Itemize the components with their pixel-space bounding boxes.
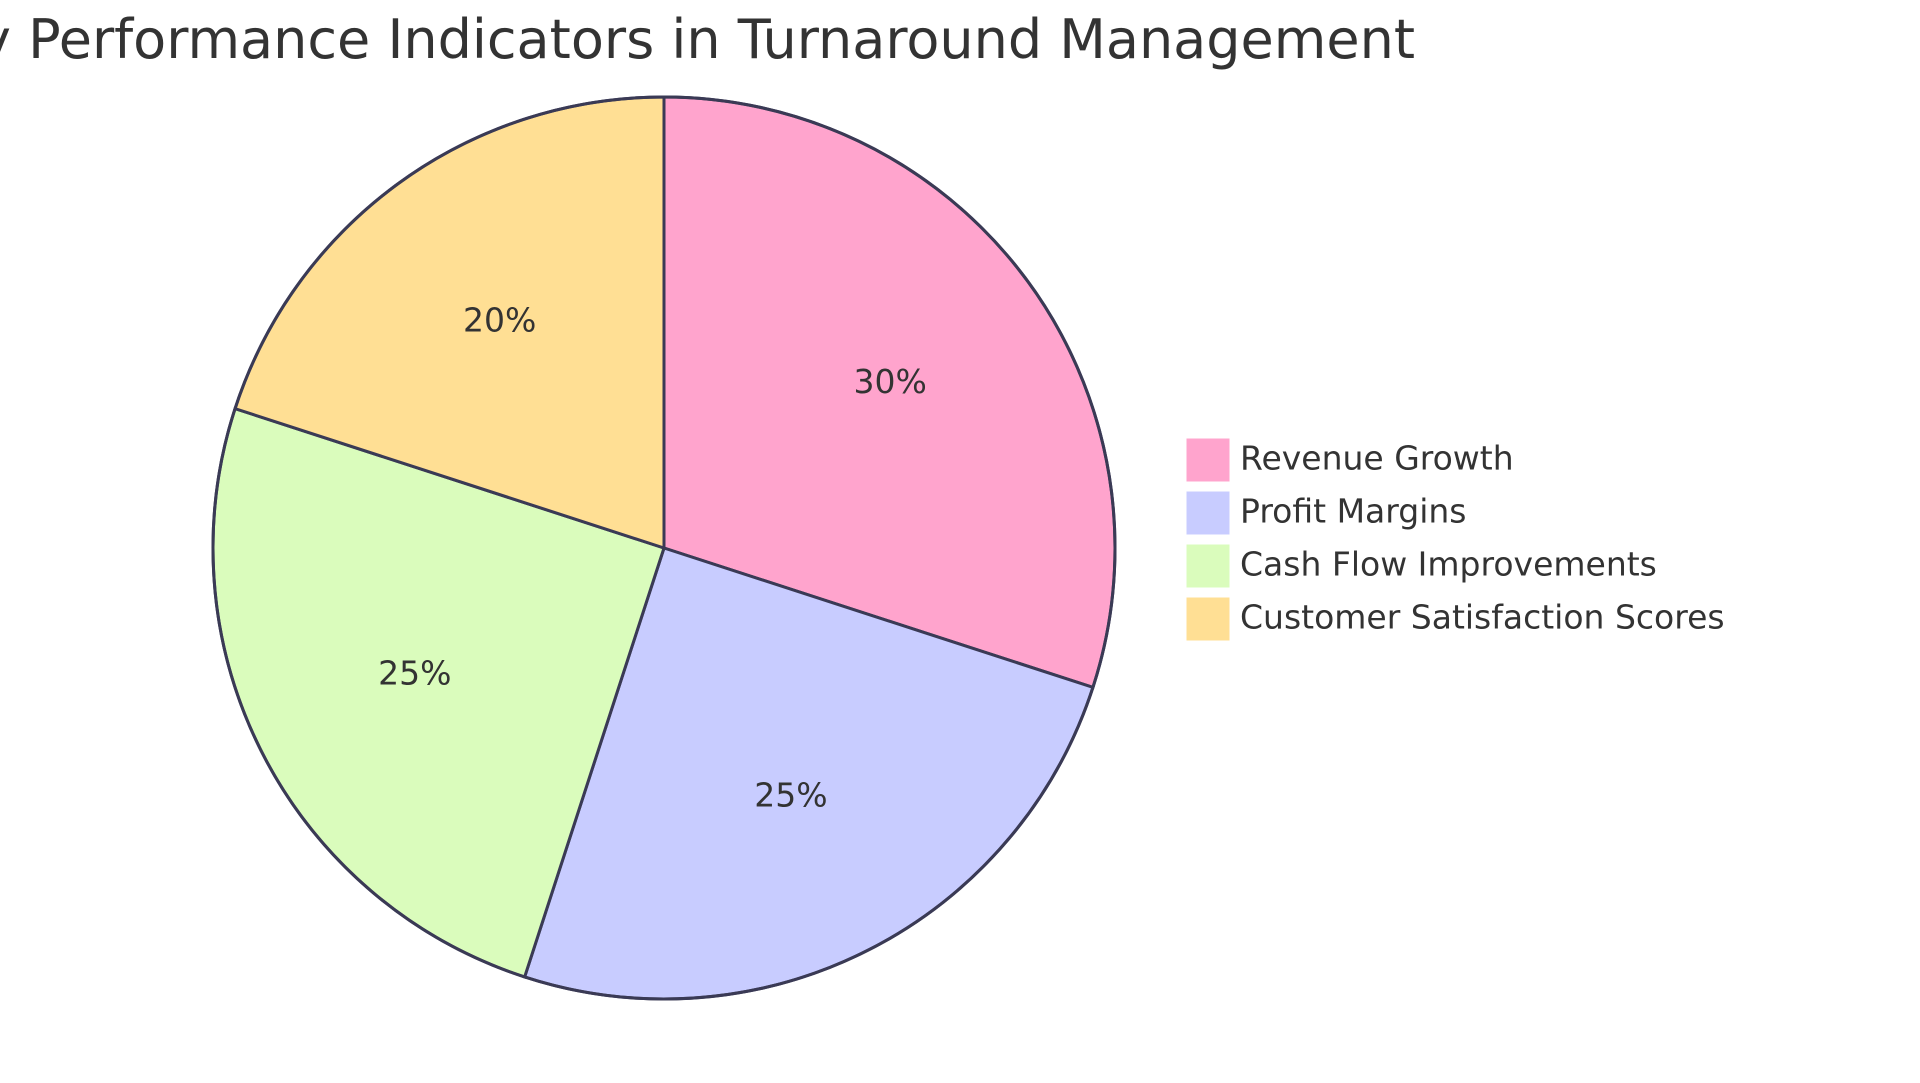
chart-title: Key Performance Indicators in Turnaround…	[0, 8, 1415, 71]
legend-label-customer-satisfaction-scores: Customer Satisfaction Scores	[1240, 598, 1725, 637]
slice-label-cash-flow-improvements: 25%	[378, 653, 451, 692]
pie-slices	[211, 95, 1117, 1001]
legend-swatch-cash-flow-improvements	[1185, 543, 1231, 589]
legend-label-revenue-growth: Revenue Growth	[1240, 439, 1514, 478]
slice-labels: 30% 25% 25% 20%	[378, 300, 927, 814]
slice-label-profit-margins: 25%	[754, 776, 827, 815]
legend-item-profit-margins: Profit Margins	[1185, 490, 1466, 536]
slice-label-revenue-growth: 30%	[854, 362, 927, 401]
slice-label-customer-satisfaction-scores: 20%	[463, 300, 536, 339]
legend-item-revenue-growth: Revenue Growth	[1185, 437, 1514, 483]
legend-item-cash-flow-improvements: Cash Flow Improvements	[1185, 543, 1657, 589]
legend-swatch-customer-satisfaction-scores	[1185, 596, 1231, 642]
pie-outline	[211, 95, 1117, 1001]
legend-swatch-revenue-growth	[1185, 437, 1231, 483]
legend-label-profit-margins: Profit Margins	[1240, 492, 1466, 531]
legend-swatch-profit-margins	[1185, 490, 1231, 536]
legend-item-customer-satisfaction-scores: Customer Satisfaction Scores	[1185, 596, 1725, 642]
legend-label-cash-flow-improvements: Cash Flow Improvements	[1240, 545, 1657, 584]
legend: Revenue Growth Profit Margins Cash Flow Im…	[1185, 437, 1725, 642]
